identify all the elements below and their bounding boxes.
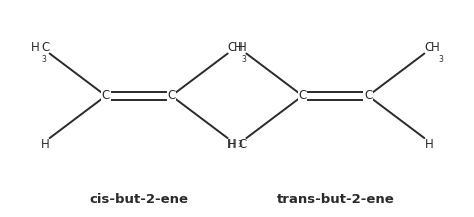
Text: C: C (41, 41, 50, 54)
Text: C: C (102, 89, 110, 102)
Text: H: H (228, 138, 237, 151)
Text: H: H (41, 138, 50, 151)
Text: 3: 3 (438, 55, 443, 64)
Text: C: C (299, 89, 307, 102)
Text: C: C (228, 41, 236, 54)
Text: C: C (424, 41, 433, 54)
Text: 3: 3 (242, 55, 246, 64)
Text: H: H (228, 138, 236, 151)
Text: C: C (238, 138, 246, 151)
Text: H: H (431, 41, 440, 54)
Text: 3: 3 (41, 55, 46, 64)
Text: trans-but-2-ene: trans-but-2-ene (276, 193, 394, 206)
Text: H: H (30, 41, 39, 54)
Text: H: H (424, 138, 433, 151)
Text: cis-but-2-ene: cis-but-2-ene (89, 193, 188, 206)
Text: 3: 3 (238, 140, 243, 149)
Text: H: H (237, 41, 246, 54)
Text: C: C (167, 89, 175, 102)
Text: C: C (364, 89, 372, 102)
Text: H: H (234, 41, 243, 54)
